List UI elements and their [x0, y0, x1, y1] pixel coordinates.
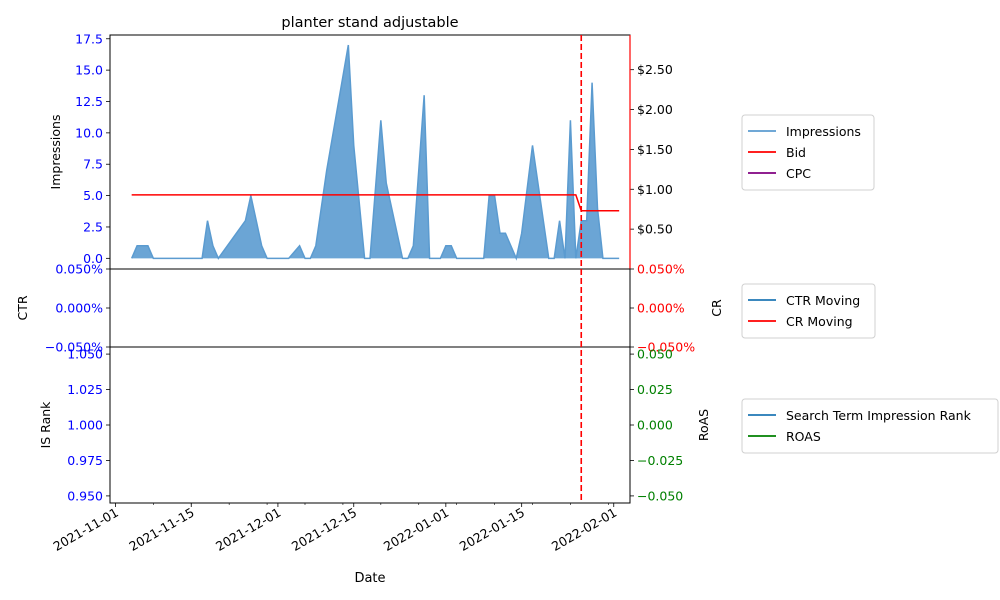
bid-y-tick-label: $1.00 [637, 182, 673, 197]
bid-y-tick-label: $1.50 [637, 142, 673, 157]
x-tick-label: 2021-12-15 [289, 505, 359, 554]
bid-y-tick-label: $2.00 [637, 102, 673, 117]
is-rank-y-tick-label: 1.050 [67, 347, 103, 362]
impressions-area [131, 45, 620, 259]
impressions-y-tick-label: 12.5 [75, 94, 103, 109]
legends: Impressions Bid CPC CTR Moving CR Moving Sear… [580, 35, 999, 503]
legend-label: Bid [786, 145, 806, 160]
ctr-y-label: CTR [15, 295, 30, 320]
x-tick-label: 2021-11-01 [50, 505, 120, 554]
x-tick-label: 2021-11-15 [126, 505, 196, 554]
cr-y-tick-label: −0.050% [637, 340, 695, 355]
impressions-y-tick-label: 7.5 [83, 157, 103, 172]
x-tick-label: 2021-12-01 [213, 505, 283, 554]
roas-y-tick-label: −0.050 [637, 488, 683, 503]
impressions-y-tick-label: 10.0 [75, 125, 103, 140]
cr-y-tick-label: 0.000% [637, 301, 685, 316]
legend-label: CR Moving [786, 314, 853, 329]
legend-label: Impressions [786, 124, 861, 139]
impressions-y-tick-label: 15.0 [75, 63, 103, 78]
legend-is-rank-roas [741, 398, 999, 454]
axes-frame [109, 346, 631, 504]
x-axis-label: Date [354, 571, 385, 586]
legend-impressions [741, 114, 875, 191]
impressions-line [130, 44, 620, 261]
cr-y-tick-label: 0.050% [637, 262, 685, 277]
impressions-y-tick-label: 5.0 [83, 188, 103, 203]
bid-y-tick-label: $2.50 [637, 62, 673, 77]
x-tick-label: 2022-01-01 [381, 505, 451, 554]
impressions-y-tick-label: 0.0 [83, 251, 103, 266]
is-rank-y-tick-label: 1.000 [67, 418, 103, 433]
roas-y-tick-label: 0.000 [637, 418, 673, 433]
ctr-y-tick-label: 0.050% [55, 262, 103, 277]
roas-y-label: RoAS [696, 409, 711, 441]
ctr-y-tick-label: −0.050% [45, 340, 103, 355]
x-tick-label: 2022-02-01 [549, 505, 619, 554]
is-rank-y-tick-label: 0.950 [67, 488, 103, 503]
is-rank-y-tick-label: 1.025 [67, 382, 103, 397]
legend-label: CPC [786, 166, 811, 181]
roas-y-tick-label: −0.025 [637, 453, 683, 468]
bid-y-tick-label: $0.50 [637, 222, 673, 237]
legend-ctr-cr [741, 283, 876, 339]
roas-y-tick-label: 0.025 [637, 382, 673, 397]
axes-frame [109, 34, 631, 270]
impressions-y-tick-label: 2.5 [83, 219, 103, 234]
is-rank-y-tick-label: 0.975 [67, 453, 103, 468]
impressions-panel: 0.0 2.5 5.0 7.5 10.0 12.5 15.0 17.5 $0.50 $1.00 $1… [48, 31, 673, 270]
is-rank-y-label: IS Rank [38, 401, 53, 449]
is-rank-panel: 0.950 0.975 1.000 1.025 1.050 −0.050 −0.025 0.0… [38, 346, 711, 554]
x-tick-label: 2022-01-15 [457, 505, 527, 554]
legend-label: ROAS [786, 429, 821, 444]
chart-title: planter stand adjustable [281, 15, 458, 31]
ctr-panel: −0.050% 0.000% 0.050% −0.050% 0.000% 0.050% CT… [15, 262, 724, 355]
impressions-y-label: Impressions [48, 115, 63, 190]
legend-label: Search Term Impression Rank [786, 408, 972, 423]
ctr-y-tick-label: 0.000% [55, 301, 103, 316]
bid-line [131, 194, 620, 212]
axes-frame [109, 268, 631, 348]
impressions-y-tick-label: 17.5 [75, 31, 103, 46]
legend-label: CTR Moving [786, 293, 860, 308]
cr-y-label: CR [709, 299, 724, 317]
roas-y-tick-label: 0.050 [637, 347, 673, 362]
